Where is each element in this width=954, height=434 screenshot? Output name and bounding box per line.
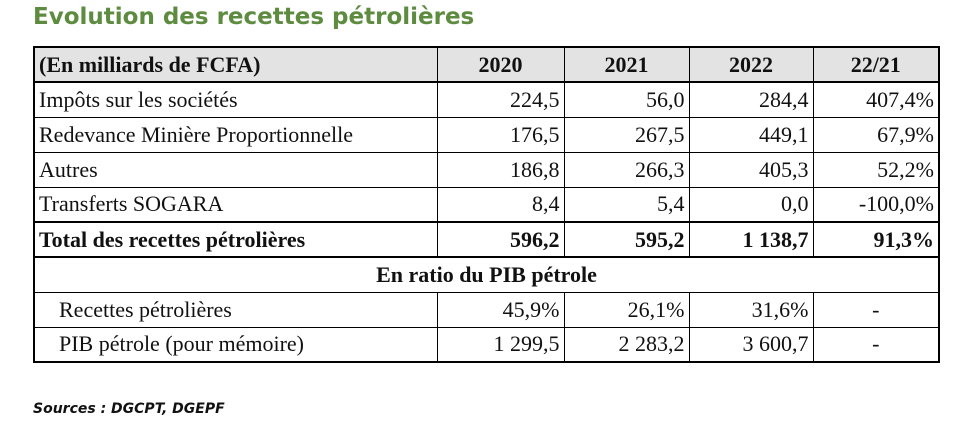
cell: 186,8 [436,151,565,188]
table: (En milliards de FCFA) 2020 2021 2022 22/21 I… [33,46,940,363]
cell: 5,4 [563,186,690,223]
cell: 31,6% [688,291,814,328]
cell: 224,5 [436,81,565,118]
cell: 284,4 [688,81,814,118]
cell: 22/21 [812,46,940,83]
cell: 405,3 [688,151,814,188]
cell: 266,3 [563,151,690,188]
row-label: Total des recettes pétrolières [33,221,438,258]
row-label: (En milliards de FCFA) [33,46,438,83]
row-label: Recettes pétrolières [33,291,438,328]
title: Evolution des recettes pétrolières [33,4,475,30]
cell: 596,2 [436,221,565,258]
cell: 45,9% [436,291,565,328]
cell: 407,4% [812,81,940,118]
table-row: Impôts sur les sociétés 224,5 56,0 284,4 407… [33,81,940,118]
cell: - [812,326,940,363]
section-title: En ratio du PIB pétrole [33,256,940,293]
cell: 3 600,7 [688,326,814,363]
cell: 267,5 [563,116,690,153]
row-label: Autres [33,151,438,188]
row-label: Transferts SOGARA [33,186,438,223]
table-row: Recettes pétrolières 45,9% 26,1% 31,6% - [33,291,940,328]
cell: 56,0 [563,81,690,118]
cell: -100,0% [812,186,940,223]
cell: 52,2% [812,151,940,188]
table-row: Redevance Minière Proportionnelle 176,5 26… [33,116,940,153]
cell: 2022 [688,46,814,83]
table-row: Transferts SOGARA 8,4 5,4 0,0 -100,0% [33,186,940,223]
row-label: PIB pétrole (pour mémoire) [33,326,438,363]
cell: - [812,291,940,328]
cell: 176,5 [436,116,565,153]
cell: 1 138,7 [688,221,814,258]
table-row: (En milliards de FCFA) 2020 2021 2022 22/21 [33,46,940,83]
table-row: PIB pétrole (pour mémoire) 1 299,5 2 283,2… [33,326,940,363]
cell: 449,1 [688,116,814,153]
source: Sources : DGCPT, DGEPF [33,401,225,417]
cell: 2021 [563,46,690,83]
cell: 67,9% [812,116,940,153]
cell: 0,0 [688,186,814,223]
cell: 91,3% [812,221,940,258]
row-label: Impôts sur les sociétés [33,81,438,118]
section-row: En ratio du PIB pétrole [33,256,940,293]
table-row: Autres 186,8 266,3 405,3 52,2% [33,151,940,188]
cell: 2020 [436,46,565,83]
cell: 1 299,5 [436,326,565,363]
cell: 26,1% [563,291,690,328]
cell: 2 283,2 [563,326,690,363]
cell: 595,2 [563,221,690,258]
row-label: Redevance Minière Proportionnelle [33,116,438,153]
cell: 8,4 [436,186,565,223]
table-row: Total des recettes pétrolières 596,2 595,2… [33,221,940,258]
